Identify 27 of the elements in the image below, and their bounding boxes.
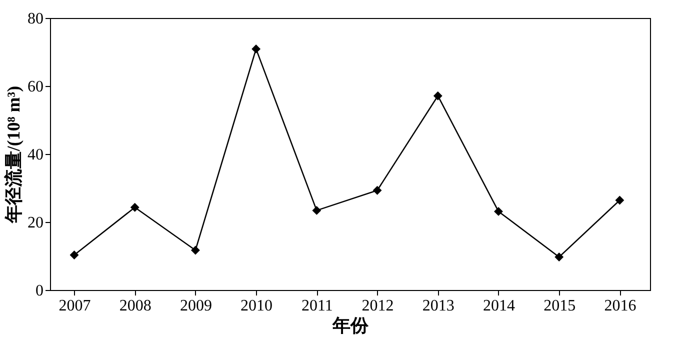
point	[433, 91, 442, 100]
x-tick-label: 2009	[180, 298, 212, 314]
x-tick-label: 2011	[301, 298, 333, 314]
x-tick-label: 2007	[58, 298, 91, 314]
x-tick-label: 2008	[119, 298, 152, 314]
y-tick-label: 80	[28, 10, 44, 28]
y-axis-title: 年径流量/(10⁸ m³)	[4, 86, 24, 224]
y-tick-label: 40	[28, 146, 44, 164]
x-tick-label: 2012	[362, 298, 394, 314]
point	[312, 206, 322, 215]
y-tick-label: 60	[28, 78, 44, 96]
point	[372, 186, 382, 195]
point	[615, 196, 624, 205]
x-tick-label: 2010	[240, 298, 273, 314]
point	[494, 206, 503, 216]
x-tick-label: 2015	[544, 298, 576, 314]
x-axis-title: 年份	[332, 316, 370, 336]
y-tick-label: 20	[28, 214, 44, 232]
point	[554, 252, 564, 262]
point	[130, 202, 140, 212]
point	[70, 250, 79, 260]
x-tick-label: 2013	[422, 298, 454, 314]
x-tick-label: 2016	[604, 298, 636, 314]
point	[190, 246, 200, 255]
x-tick-label: 2014	[482, 298, 515, 314]
point	[252, 44, 261, 54]
y-tick-label: 0	[36, 282, 44, 300]
